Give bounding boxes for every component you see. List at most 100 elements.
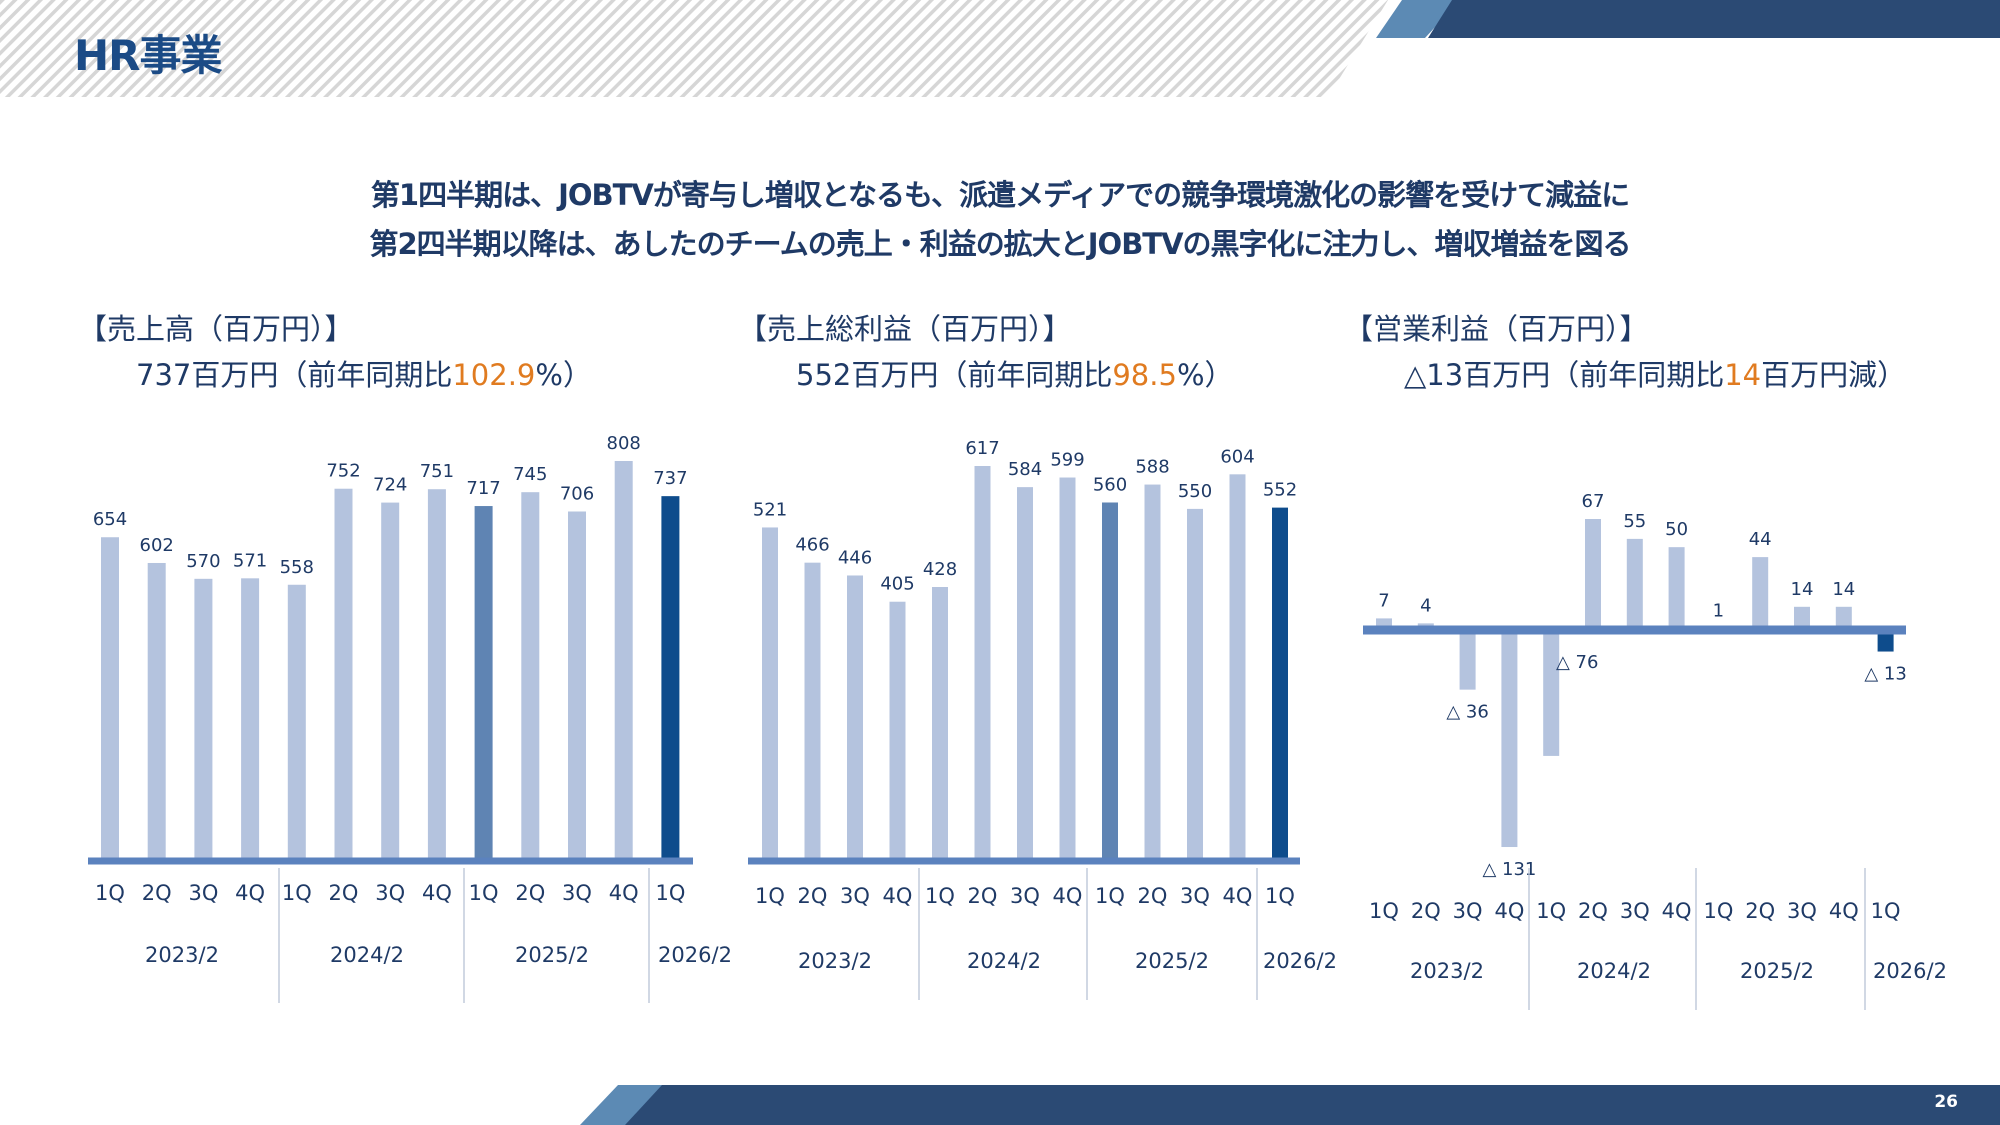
gross-profit-tick-label: 1Q	[1265, 884, 1295, 908]
gross-profit-tick-label: 1Q	[755, 884, 785, 908]
operating-profit-bar	[1752, 557, 1769, 630]
operating-profit-data-label: 14	[1832, 579, 1855, 600]
sales-tick-label: 1Q	[469, 881, 499, 905]
sales-bar	[427, 489, 446, 861]
sales-tick-label: 2Q	[515, 881, 545, 905]
sales-tick-label: 2Q	[142, 881, 172, 905]
operating-profit-tick-label: 3Q	[1453, 899, 1483, 923]
gross-profit-tick-label: 2Q	[798, 884, 828, 908]
gross-profit-summary-highlight: 98.5	[1112, 358, 1177, 392]
sales-tick-label: 3Q	[188, 881, 218, 905]
gross-profit-data-label: 588	[1135, 457, 1169, 478]
sales-bar	[287, 584, 306, 861]
gross-profit-bar	[974, 466, 991, 861]
header-hatch-band	[0, 0, 1388, 97]
gross-profit-summary-suffix: %）	[1176, 358, 1234, 392]
gross-profit-summary-prefix: 552百万円（前年同期比	[796, 358, 1113, 392]
operating-profit-tick-label: 1Q	[1703, 899, 1733, 923]
operating-profit-data-label: 7	[1378, 590, 1389, 611]
sales-summary-suffix: %）	[535, 358, 592, 392]
operating-profit-data-label: 50	[1665, 519, 1688, 540]
operating-profit-group-label: 2024/2	[1577, 959, 1651, 983]
gross-profit-data-label: 428	[923, 559, 957, 580]
gross-profit-bar	[932, 586, 948, 861]
sales-tick-label: 1Q	[282, 881, 312, 905]
operating-profit-data-label: △ 36	[1446, 702, 1488, 723]
operating-profit-summary-suffix: 百万円減）	[1761, 358, 1907, 392]
sales-data-label: 571	[233, 550, 267, 571]
operating-profit-tick-label: 4Q	[1494, 899, 1524, 923]
operating-profit-bar	[1626, 538, 1643, 630]
sales-bar	[614, 461, 633, 861]
gross-profit-bar	[1017, 487, 1033, 861]
operating-profit-data-label: △ 131	[1482, 859, 1536, 880]
sales-bar	[568, 511, 586, 861]
sales-group-label: 2026/2	[658, 943, 732, 967]
gross-profit-group-label: 2025/2	[1135, 949, 1209, 973]
sales-data-label: 717	[466, 478, 500, 499]
sales-group-label: 2024/2	[330, 943, 404, 967]
gross-profit-data-label: 599	[1050, 450, 1084, 471]
gross-profit-bar	[1144, 484, 1161, 861]
sales-tick-label: 1Q	[95, 881, 125, 905]
operating-profit-summary: △13百万円（前年同期比14百万円減）	[1404, 352, 1906, 394]
gross-profit-bar	[804, 562, 821, 861]
operating-profit-chart-label: 【営業利益（百万円）】	[1344, 312, 1649, 346]
operating-profit-tick-label: 1Q	[1369, 899, 1399, 923]
gross-profit-data-label: 446	[838, 547, 872, 568]
operating-profit-group-label: 2026/2	[1873, 959, 1947, 983]
sales-tick-label: 4Q	[235, 881, 265, 905]
gross-profit-bar	[847, 575, 863, 861]
gross-profit-data-label: 405	[880, 574, 914, 595]
operating-profit-tick-label: 3Q	[1620, 899, 1650, 923]
operating-profit-data-label: 44	[1749, 529, 1772, 550]
operating-profit-tick-label: 2Q	[1411, 899, 1441, 923]
operating-profit-tick-label: 4Q	[1662, 899, 1692, 923]
operating-profit-data-label: 1	[1713, 600, 1724, 621]
gross-profit-tick-label: 4Q	[883, 884, 913, 908]
operating-profit-bar	[1501, 630, 1518, 848]
sales-data-label: 706	[560, 483, 594, 504]
gross-profit-group-label: 2026/2	[1263, 949, 1337, 973]
header-steel-stripe	[1376, 0, 1460, 38]
sales-tick-label: 4Q	[609, 881, 639, 905]
operating-profit-data-label: 67	[1582, 491, 1605, 512]
gross-profit-summary: 552百万円（前年同期比98.5%）	[796, 352, 1234, 394]
operating-profit-data-label: 14	[1791, 579, 1814, 600]
gross-profit-data-label: 466	[795, 535, 829, 556]
gross-profit-tick-label: 1Q	[925, 884, 955, 908]
operating-profit-summary-prefix: △13百万円（前年同期比	[1404, 358, 1725, 392]
gross-profit-bar	[1229, 474, 1246, 861]
sales-tick-label: 1Q	[655, 881, 685, 905]
sales-tick-label: 3Q	[375, 881, 405, 905]
sales-bar	[521, 492, 540, 861]
operating-profit-data-label: △ 13	[1864, 664, 1906, 685]
sales-tick-label: 2Q	[329, 881, 359, 905]
sales-group-label: 2025/2	[515, 943, 589, 967]
sales-data-label: 745	[513, 464, 547, 485]
gross-profit-bar	[1102, 502, 1118, 861]
gross-profit-tick-label: 1Q	[1095, 884, 1125, 908]
operating-profit-data-label: 55	[1623, 511, 1646, 532]
operating-profit-summary-highlight: 14	[1724, 358, 1762, 392]
operating-profit-tick-label: 1Q	[1536, 899, 1566, 923]
footer-navy-stripe	[625, 1085, 2000, 1125]
gross-profit-tick-label: 3Q	[840, 884, 870, 908]
sales-summary-prefix: 737百万円（前年同期比	[136, 358, 453, 392]
gross-profit-tick-label: 2Q	[1138, 884, 1168, 908]
footer-steel-stripe	[580, 1085, 665, 1125]
operating-profit-tick-label: 3Q	[1787, 899, 1817, 923]
sales-bar	[241, 578, 260, 861]
sales-data-label: 737	[653, 468, 687, 489]
sales-tick-label: 3Q	[562, 881, 592, 905]
gross-profit-data-label: 617	[965, 438, 999, 459]
gross-profit-data-label: 552	[1263, 480, 1297, 501]
gross-profit-tick-label: 2Q	[968, 884, 998, 908]
gross-profit-chart-label: 【売上総利益（百万円）】	[738, 312, 1072, 346]
page-title: HR事業	[74, 31, 222, 80]
sales-bar	[334, 488, 353, 861]
sales-summary-highlight: 102.9	[452, 358, 536, 392]
sales-data-label: 808	[607, 433, 641, 454]
